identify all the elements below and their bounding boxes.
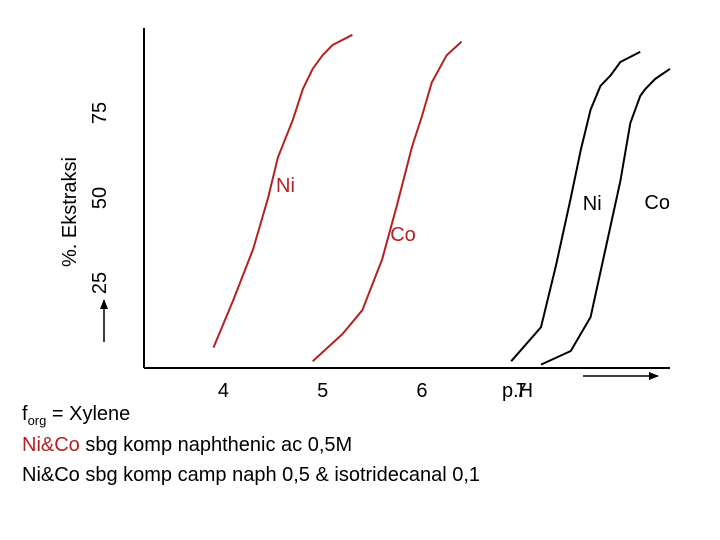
series-label-ni-0: Ni <box>276 175 295 197</box>
x-tick-label-4: 4 <box>218 380 229 402</box>
caption-subscript: org <box>27 413 47 428</box>
series-line-co-1 <box>312 40 463 362</box>
x-tick-label-5: 5 <box>317 380 328 402</box>
y-axis-label: %. Ekstraksi <box>59 157 81 267</box>
caption-organic-phase: forg = Xylene <box>22 403 130 428</box>
caption-red-desc: sbg komp naphthenic ac 0,5M <box>79 434 353 456</box>
x-tick-label-7: 7 <box>516 380 527 402</box>
series-label-co-3: Co <box>644 192 670 214</box>
series-line-co-3 <box>540 67 671 366</box>
caption-f: f <box>22 403 28 425</box>
x-axis-label: p.H <box>502 380 533 402</box>
x-tick-label-6: 6 <box>416 380 427 402</box>
series-label-co-1: Co <box>390 224 416 246</box>
caption-series-red: Ni&Co sbg komp naphthenic ac 0,5M <box>22 434 352 457</box>
caption-series-black: Ni&Co sbg komp camp naph 0,5 & isotridec… <box>22 464 481 486</box>
y-tick-label-50: 50 <box>89 187 111 209</box>
caption-red-metals: Ni&Co <box>22 434 80 456</box>
caption-solvent: = Xylene <box>46 403 131 425</box>
series-label-ni-2: Ni <box>583 193 602 215</box>
series-line-ni-2 <box>510 50 641 362</box>
series-line-ni-0 <box>212 33 353 348</box>
y-tick-label-25: 25 <box>89 272 111 294</box>
y-tick-label-75: 75 <box>89 102 111 124</box>
